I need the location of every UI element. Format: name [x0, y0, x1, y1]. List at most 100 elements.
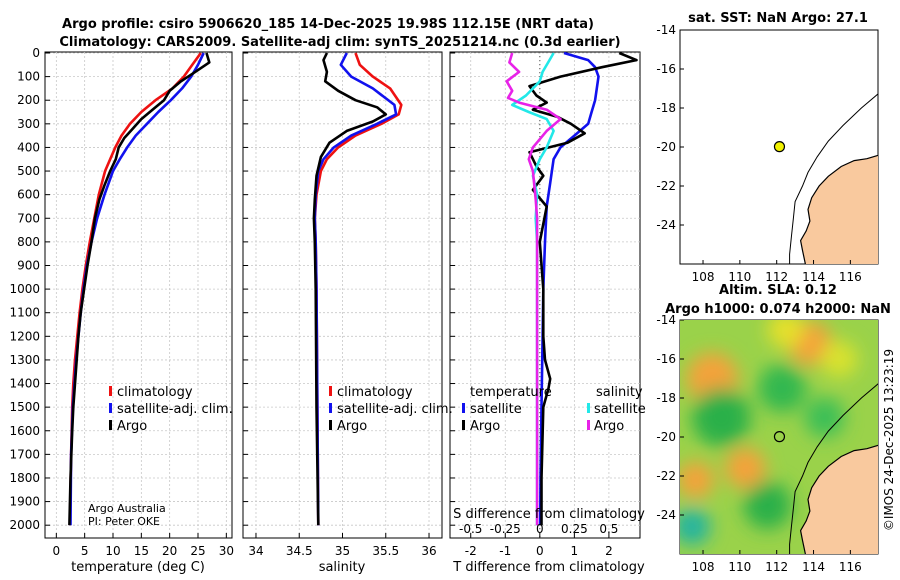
- s-diff-tick-label: 0.25: [561, 522, 588, 536]
- sla-lat-label: -18: [656, 391, 676, 405]
- sst-lon-label: 116: [839, 270, 862, 284]
- depth-tick-label: 2000: [9, 518, 40, 532]
- legend-swatch-climatology: [109, 386, 112, 396]
- sst-lat-label: -20: [656, 140, 676, 154]
- land: [800, 155, 878, 264]
- sla-map-title-1: Altim. SLA: 0.12: [719, 283, 837, 298]
- legend-swatch-argo: [109, 420, 112, 430]
- depth-tick-label: 500: [17, 164, 40, 178]
- depth-tick-label: 1000: [9, 282, 40, 296]
- series-salinity-argo: [505, 52, 562, 526]
- series-argo: [68, 52, 211, 526]
- legend-swatch-s-satellite: [587, 403, 590, 413]
- difference-legend: temperature salinity satellite Argo sate…: [462, 385, 646, 434]
- title-line-1: Argo profile: csiro 5906620_185 14-Dec-2…: [62, 17, 594, 32]
- difference-xtick-label: -2: [465, 544, 477, 558]
- sla-anomaly-blob: [804, 397, 845, 438]
- sla-anomaly-blob: [743, 481, 792, 530]
- sla-lon-label: 110: [728, 560, 751, 574]
- temperature-xtick-label: 25: [190, 544, 205, 558]
- s-diff-tick-label: -0.25: [490, 522, 521, 536]
- series-argo: [312, 52, 388, 526]
- temperature-xtick-label: 30: [219, 544, 234, 558]
- sla-lat-label: -14: [656, 313, 676, 327]
- depth-tick-label: 200: [17, 93, 40, 107]
- depth-tick-label: 400: [17, 140, 40, 154]
- depth-tick-label: 1500: [9, 400, 40, 414]
- sst-map-title: sat. SST: NaN Argo: 27.1: [688, 11, 868, 26]
- depth-tick-label: 100: [17, 70, 40, 84]
- sla-anomaly-blob: [725, 447, 766, 489]
- t-diff-xlabel: T difference from climatology: [452, 560, 645, 575]
- sst-lon-label: 108: [692, 270, 715, 284]
- legend-swatch-satellite: [329, 403, 332, 413]
- legend-swatch-t-satellite: [462, 403, 465, 413]
- sla-lon-label: 108: [692, 560, 715, 574]
- difference-xtick-label: 0: [536, 544, 544, 558]
- legend-header-salinity: salinity: [596, 385, 643, 400]
- temperature-xtick-label: 10: [105, 544, 120, 558]
- legend-header-temperature: temperature: [470, 385, 552, 400]
- legend-label: Argo: [337, 419, 367, 434]
- sst-lat-label: -22: [656, 179, 676, 193]
- legend-label: satellite: [594, 402, 646, 417]
- salinity-xtick-label: 34.5: [286, 544, 313, 558]
- sla-lon-label: 112: [765, 560, 788, 574]
- series-layer: [68, 52, 638, 526]
- salinity-xtick-label: 35.5: [372, 544, 399, 558]
- salinity-xtick-label: 35: [335, 544, 350, 558]
- temperature-xtick-label: 20: [162, 544, 177, 558]
- depth-tick-label: 1800: [9, 471, 40, 485]
- difference-xtick-label: 2: [605, 544, 613, 558]
- s-diff-tick-label: 0: [536, 522, 544, 536]
- credit-line-2: PI: Peter OKE: [88, 515, 160, 528]
- depth-tick-label: 1900: [9, 495, 40, 509]
- legend-swatch-s-argo: [587, 420, 590, 430]
- legend-swatch-argo: [329, 420, 332, 430]
- depth-tick-label: 600: [17, 188, 40, 202]
- salinity-xtick-label: 36: [421, 544, 436, 558]
- credit-line-1: Argo Australia: [88, 502, 166, 515]
- depth-tick-label: 1600: [9, 424, 40, 438]
- legend-label: satellite-adj. clim.: [337, 402, 453, 417]
- sla-lon-label: 116: [839, 560, 862, 574]
- coastline: [799, 444, 878, 554]
- float-marker: [773, 431, 786, 443]
- depth-tick-label: 0: [32, 46, 40, 60]
- legend-label: Argo: [470, 419, 500, 434]
- temperature-xtick-label: 15: [134, 544, 149, 558]
- legend-swatch-t-argo: [462, 420, 465, 430]
- title-line-2: Climatology: CARS2009. Satellite-adj cli…: [59, 35, 620, 50]
- imos-stamp: ©IMOS 24-Dec-2025 13:23:19: [882, 349, 896, 531]
- depth-tick-label: 1400: [9, 377, 40, 391]
- salinity-xtick-label: 34: [248, 544, 263, 558]
- sla-lat-label: -20: [656, 430, 676, 444]
- legend-swatch-satellite: [109, 403, 112, 413]
- sla-anomaly-blob: [680, 508, 711, 546]
- depth-tick-label: 1700: [9, 447, 40, 461]
- legend-label: climatology: [337, 385, 413, 400]
- difference-xtick-label: -1: [499, 544, 511, 558]
- depth-tick-label: 700: [17, 211, 40, 225]
- sla-anomaly-blob: [691, 388, 751, 447]
- map-layer: [680, 93, 878, 554]
- legend-label: satellite-adj. clim.: [117, 402, 233, 417]
- sst-lon-label: 112: [765, 270, 788, 284]
- difference-panel-frame: [449, 51, 641, 539]
- depth-tick-label: 800: [17, 235, 40, 249]
- sla-anomaly-blob: [758, 364, 807, 413]
- temperature-panel-frame: [44, 51, 233, 539]
- temperature-legend: climatology satellite-adj. clim. Argo: [109, 385, 233, 434]
- sla-anomaly-blob: [680, 461, 715, 499]
- sla-lat-label: -22: [656, 469, 676, 483]
- s-diff-tick-label: -0.5: [459, 522, 482, 536]
- temperature-xtick-label: 0: [53, 544, 61, 558]
- depth-tick-label: 1300: [9, 353, 40, 367]
- sst-lat-label: -16: [656, 62, 676, 76]
- sla-lat-label: -24: [656, 508, 676, 522]
- legend-label: satellite: [470, 402, 522, 417]
- temperature-xlabel: temperature (deg C): [71, 560, 205, 575]
- sla-map-title-2: Argo h1000: 0.074 h2000: NaN: [665, 302, 891, 317]
- s-diff-tick-label: 0.5: [599, 522, 618, 536]
